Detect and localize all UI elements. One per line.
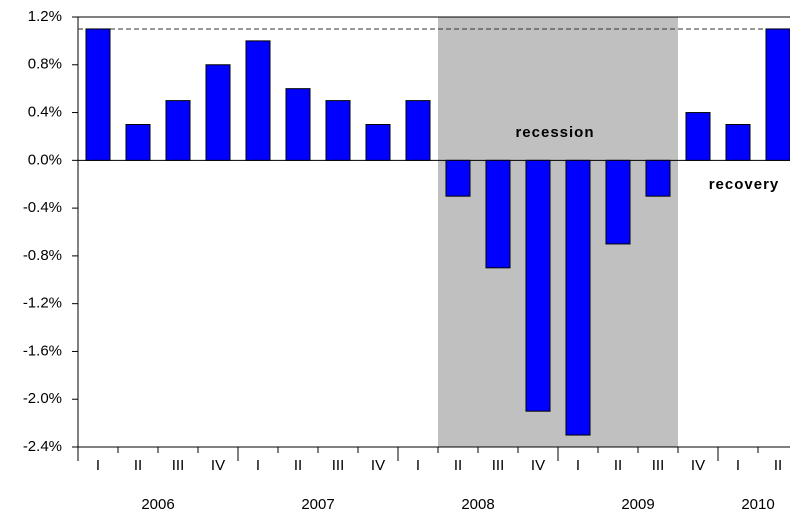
y-tick-label: -0.8% — [23, 247, 62, 264]
bar — [685, 112, 711, 161]
year-label: 2006 — [141, 496, 174, 513]
year-label: 2008 — [461, 496, 494, 513]
x-tick-label: I — [96, 457, 100, 474]
bar — [725, 124, 751, 161]
y-tick-label: -2.0% — [23, 390, 62, 407]
x-tick-label: I — [416, 457, 420, 474]
bar — [565, 159, 591, 436]
x-tick-label: I — [736, 457, 740, 474]
x-tick-label: II — [294, 457, 302, 474]
y-tick-label: 0.0% — [28, 151, 62, 168]
x-tick-label: III — [652, 457, 665, 474]
y-tick-label: -1.2% — [23, 295, 62, 312]
y-tick-label: -0.4% — [23, 199, 62, 216]
y-tick-label: 0.4% — [28, 104, 62, 121]
recession-label: recession — [515, 124, 594, 141]
bar — [445, 159, 471, 197]
x-tick-label: II — [774, 457, 782, 474]
year-label: 2010 — [741, 496, 774, 513]
x-tick-label: I — [576, 457, 580, 474]
bar — [165, 100, 191, 161]
x-tick-label: III — [332, 457, 345, 474]
x-tick-label: IV — [531, 457, 545, 474]
bar — [645, 159, 671, 197]
y-tick-label: -1.6% — [23, 342, 62, 359]
x-tick-label: II — [454, 457, 462, 474]
bar — [525, 159, 551, 412]
bar — [365, 124, 391, 161]
bar — [285, 88, 311, 161]
bar — [765, 28, 790, 161]
bar — [125, 124, 151, 161]
bar — [245, 40, 271, 161]
year-label: 2007 — [301, 496, 334, 513]
x-tick-label: III — [172, 457, 185, 474]
bar — [605, 159, 631, 245]
bar — [85, 28, 111, 161]
x-tick-label: I — [256, 457, 260, 474]
x-tick-label: IV — [371, 457, 385, 474]
y-tick-label: -2.4% — [23, 438, 62, 455]
recession-shading — [438, 17, 678, 447]
y-tick-label: 0.8% — [28, 56, 62, 73]
recovery-label: recovery — [709, 176, 780, 193]
y-tick-label: 1.2% — [28, 8, 62, 25]
x-tick-label: III — [492, 457, 505, 474]
x-tick-label: IV — [211, 457, 225, 474]
x-tick-label: II — [134, 457, 142, 474]
year-label: 2009 — [621, 496, 654, 513]
bar — [325, 100, 351, 161]
x-tick-label: II — [614, 457, 622, 474]
bar — [405, 100, 431, 161]
x-tick-label: IV — [691, 457, 705, 474]
bar — [485, 159, 511, 269]
bar — [205, 64, 231, 161]
